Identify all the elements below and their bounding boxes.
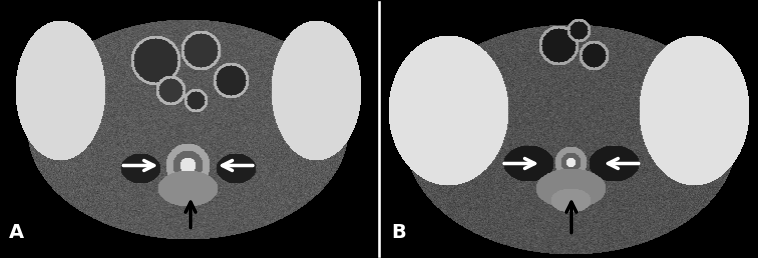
- Text: B: B: [391, 223, 406, 243]
- Text: A: A: [8, 223, 23, 243]
